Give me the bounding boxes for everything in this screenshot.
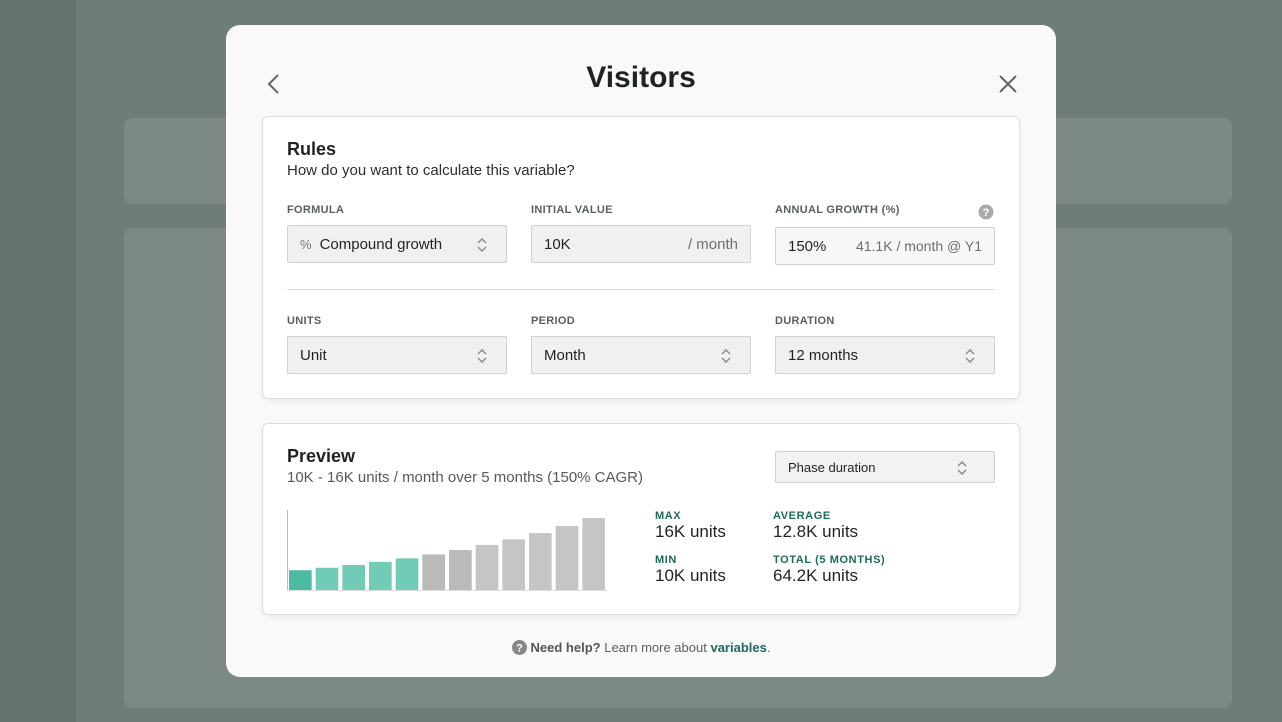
sidebar [0,0,76,722]
select-value: Compound growth [319,235,443,253]
bar [555,525,579,590]
bar [369,561,392,590]
field-label: DURATION [775,315,835,327]
bar [449,550,472,590]
select-value: Phase duration [788,459,876,475]
help-link[interactable]: variables [710,640,767,655]
stat-value: 12.8K units [773,522,859,541]
section-title: Preview [287,446,356,466]
field-label: FORMULA [287,204,345,216]
stat-label: MIN [655,554,677,566]
bar [315,567,339,590]
preview-chart [287,510,607,591]
range-select[interactable]: Phase duration [775,451,995,483]
select-arrows [957,461,967,475]
bar [502,539,525,590]
svg-text:?: ? [983,207,990,219]
input-suffix: / month [687,235,738,253]
preview-card: Preview 10K - 16K units / month over 5 m… [262,423,1020,615]
select-value: 12 months [788,346,859,364]
bar [475,544,499,590]
initial-value-input[interactable]: 10K / month [531,225,751,263]
stat-value: 16K units [655,522,726,541]
stat-label: MAX [655,510,682,522]
bar [342,564,365,590]
select-value: Month [544,346,586,364]
field-label: UNITS [287,315,322,327]
back-button[interactable] [266,73,282,95]
stat-value: 64.2K units [773,566,859,585]
bar [582,518,605,590]
bar [289,570,312,590]
stat-label: AVERAGE [773,510,831,522]
section-subtitle: How do you want to calculate this variab… [287,162,575,179]
period-select[interactable]: Month [531,336,751,374]
bar [529,533,552,590]
select-arrows [477,349,487,363]
select-arrows [965,349,975,363]
section-title: Rules [287,139,337,159]
svg-text:?: ? [516,643,523,655]
dialog-title: Visitors [586,61,696,94]
field-label: ANNUAL GROWTH (%) [775,204,900,216]
duration-select[interactable]: 12 months [775,336,995,374]
formula-select[interactable]: % Compound growth [287,225,507,263]
input-value: 10K [544,235,571,253]
stat-value: 10K units [655,566,726,585]
rules-card: Rules How do you want to calculate this … [262,116,1020,399]
select-value: Unit [300,346,327,364]
stat-label: TOTAL (5 MONTHS) [773,554,886,566]
divider [287,289,995,290]
close-button[interactable] [998,74,1018,94]
help-text: ? Need help? Learn more about variables. [226,640,1056,655]
help-icon: ? [511,640,527,655]
section-subtitle: 10K - 16K units / month over 5 months (1… [287,469,643,486]
field-label: INITIAL VALUE [531,204,613,216]
help-body: Learn more about [604,640,707,655]
input-hint: 41.1K / month @ Y1 [855,238,982,254]
help-icon[interactable]: ? [978,204,994,220]
units-select[interactable]: Unit [287,336,507,374]
bar [395,558,419,590]
help-end: . [766,640,771,655]
dialog: Visitors Rules How do you want to calcul… [226,25,1056,677]
input-value: 150% [788,237,827,255]
select-arrows [477,238,487,252]
percent-icon: % [300,236,312,252]
bar [422,554,445,590]
field-label: PERIOD [531,315,575,327]
help-prefix: Need help? [530,640,601,655]
select-arrows [721,349,731,363]
growth-input[interactable]: 150% 41.1K / month @ Y1 [775,227,995,265]
